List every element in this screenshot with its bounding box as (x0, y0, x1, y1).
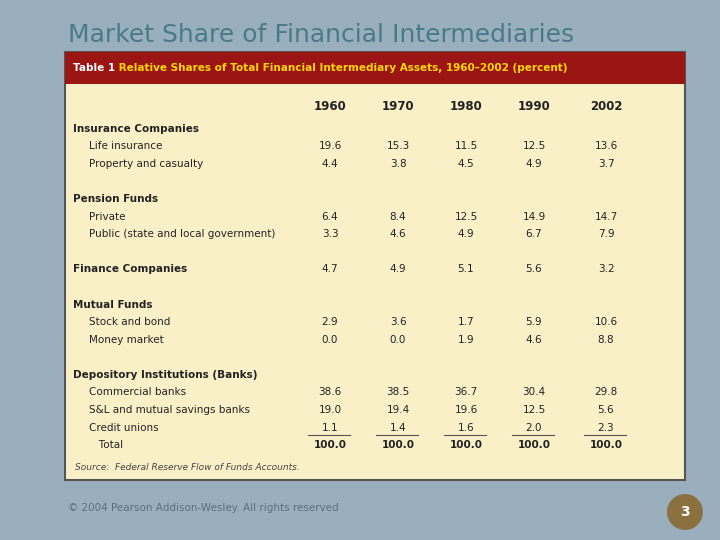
Text: 2.9: 2.9 (322, 317, 338, 327)
Text: 38.6: 38.6 (318, 388, 341, 397)
Text: Total: Total (89, 440, 123, 450)
Text: 0.0: 0.0 (322, 335, 338, 345)
Text: Money market: Money market (89, 335, 163, 345)
Text: 7.9: 7.9 (598, 230, 614, 239)
Text: 100.0: 100.0 (449, 440, 482, 450)
Text: 0.0: 0.0 (390, 335, 406, 345)
Text: 100.0: 100.0 (382, 440, 415, 450)
Text: Property and casualty: Property and casualty (89, 159, 203, 169)
Text: 3.2: 3.2 (598, 265, 614, 274)
Text: Depository Institutions (Banks): Depository Institutions (Banks) (73, 370, 258, 380)
Text: 4.7: 4.7 (322, 265, 338, 274)
Bar (65, 52, 685, 480)
Text: 1970: 1970 (382, 99, 414, 112)
Text: 11.5: 11.5 (454, 141, 477, 151)
Text: Table 1: Table 1 (73, 63, 115, 73)
Text: 1980: 1980 (449, 99, 482, 112)
Text: 100.0: 100.0 (518, 440, 551, 450)
Text: 6.7: 6.7 (526, 230, 542, 239)
Text: 5.9: 5.9 (526, 317, 542, 327)
Text: 14.9: 14.9 (523, 212, 546, 222)
Text: 4.9: 4.9 (526, 159, 542, 169)
Text: Stock and bond: Stock and bond (89, 317, 171, 327)
Text: 4.9: 4.9 (390, 265, 406, 274)
Text: 1.9: 1.9 (458, 335, 474, 345)
Text: 38.5: 38.5 (387, 388, 410, 397)
Text: 19.6: 19.6 (454, 405, 477, 415)
Text: 19.0: 19.0 (318, 405, 341, 415)
Bar (65, 52, 685, 84)
Text: 1.6: 1.6 (458, 423, 474, 433)
Text: 3.8: 3.8 (390, 159, 406, 169)
Text: 19.6: 19.6 (318, 141, 341, 151)
Text: Mutual Funds: Mutual Funds (73, 300, 153, 309)
Text: 1990: 1990 (518, 99, 550, 112)
Text: 3: 3 (680, 505, 690, 519)
Text: 4.9: 4.9 (458, 230, 474, 239)
Text: Pension Funds: Pension Funds (73, 194, 158, 204)
Text: 6.4: 6.4 (322, 212, 338, 222)
Text: 2002: 2002 (590, 99, 622, 112)
Text: 8.8: 8.8 (598, 335, 614, 345)
Text: 5.6: 5.6 (598, 405, 614, 415)
Text: 1.1: 1.1 (322, 423, 338, 433)
Text: 13.6: 13.6 (595, 141, 618, 151)
Text: 4.6: 4.6 (526, 335, 542, 345)
Text: 4.5: 4.5 (458, 159, 474, 169)
Text: Market Share of Financial Intermediaries: Market Share of Financial Intermediaries (68, 23, 574, 47)
Text: Credit unions: Credit unions (89, 423, 158, 433)
Text: Private: Private (89, 212, 125, 222)
Text: Life insurance: Life insurance (89, 141, 163, 151)
Text: 29.8: 29.8 (595, 388, 618, 397)
Text: Finance Companies: Finance Companies (73, 265, 187, 274)
Text: Insurance Companies: Insurance Companies (73, 124, 199, 134)
Text: 1.4: 1.4 (390, 423, 406, 433)
Text: 5.6: 5.6 (526, 265, 542, 274)
Text: 4.4: 4.4 (322, 159, 338, 169)
Text: 12.5: 12.5 (523, 141, 546, 151)
Text: 3.6: 3.6 (390, 317, 406, 327)
Text: 1.7: 1.7 (458, 317, 474, 327)
Text: 100.0: 100.0 (590, 440, 623, 450)
Text: 2.3: 2.3 (598, 423, 614, 433)
Circle shape (667, 494, 703, 530)
Text: 14.7: 14.7 (595, 212, 618, 222)
Text: 2.0: 2.0 (526, 423, 542, 433)
Text: Source:  Federal Reserve Flow of Funds Accounts.: Source: Federal Reserve Flow of Funds Ac… (75, 463, 300, 472)
Text: © 2004 Pearson Addison-Wesley. All rights reserved: © 2004 Pearson Addison-Wesley. All right… (68, 503, 338, 513)
Text: 19.4: 19.4 (387, 405, 410, 415)
Text: 36.7: 36.7 (454, 388, 477, 397)
Text: 12.5: 12.5 (454, 212, 477, 222)
Text: 3.7: 3.7 (598, 159, 614, 169)
Text: 30.4: 30.4 (523, 388, 546, 397)
Text: 10.6: 10.6 (595, 317, 618, 327)
Text: 1960: 1960 (314, 99, 346, 112)
Text: Commercial banks: Commercial banks (89, 388, 186, 397)
Text: 5.1: 5.1 (458, 265, 474, 274)
Text: 15.3: 15.3 (387, 141, 410, 151)
Text: 100.0: 100.0 (313, 440, 346, 450)
Text: Relative Shares of Total Financial Intermediary Assets, 1960–2002 (percent): Relative Shares of Total Financial Inter… (115, 63, 567, 73)
Text: 3.3: 3.3 (322, 230, 338, 239)
Text: 4.6: 4.6 (390, 230, 406, 239)
Text: S&L and mutual savings banks: S&L and mutual savings banks (89, 405, 250, 415)
Text: 12.5: 12.5 (523, 405, 546, 415)
Text: 8.4: 8.4 (390, 212, 406, 222)
Text: Public (state and local government): Public (state and local government) (89, 230, 275, 239)
